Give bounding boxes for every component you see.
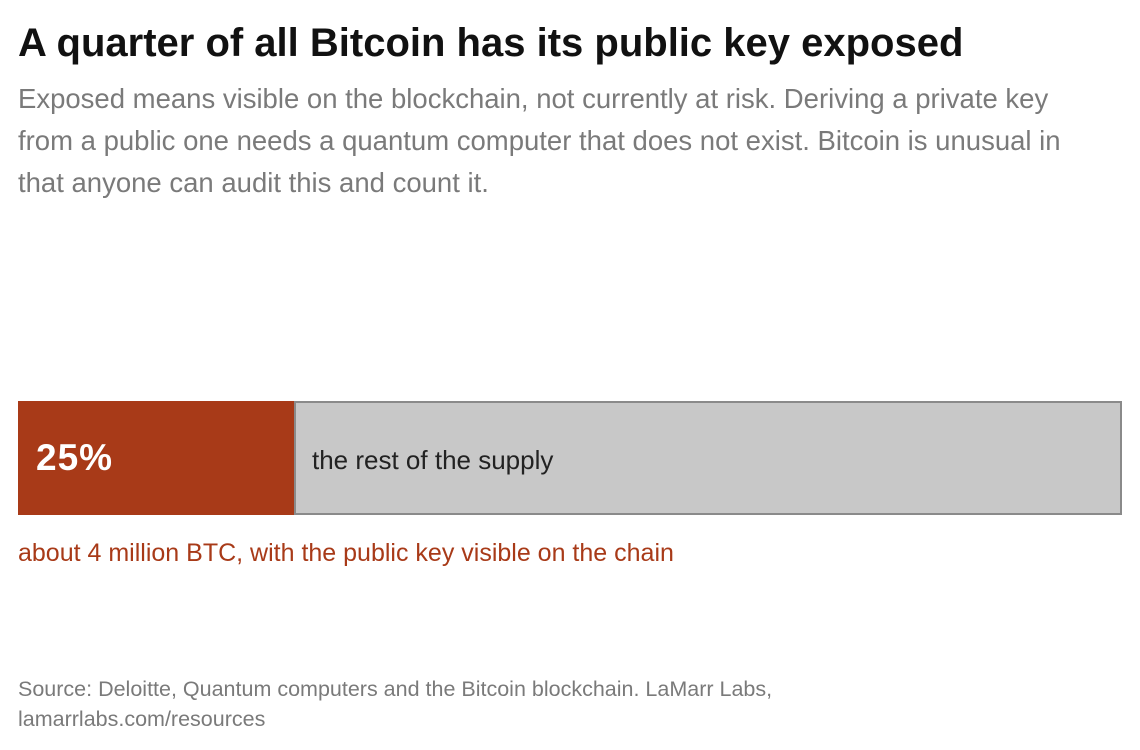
bar-segment-exposed: 25% [18,401,294,515]
source-note: Source: Deloitte, Quantum computers and … [18,674,1018,734]
exposed-annotation: about 4 million BTC, with the public key… [18,539,674,567]
bar-segment-rest: the rest of the supply [294,401,1122,515]
chart-subtitle: Exposed means visible on the blockchain,… [18,83,1061,198]
source-line-2: lamarrlabs.com/resources [18,707,266,731]
chart-title: A quarter of all Bitcoin has its public … [18,21,964,65]
exposed-percent-label: 25% [36,437,114,478]
source-line-1: Source: Deloitte, Quantum computers and … [18,677,773,701]
stacked-bar: 25% the rest of the supply [18,401,1122,515]
rest-of-supply-label: the rest of the supply [312,445,554,475]
